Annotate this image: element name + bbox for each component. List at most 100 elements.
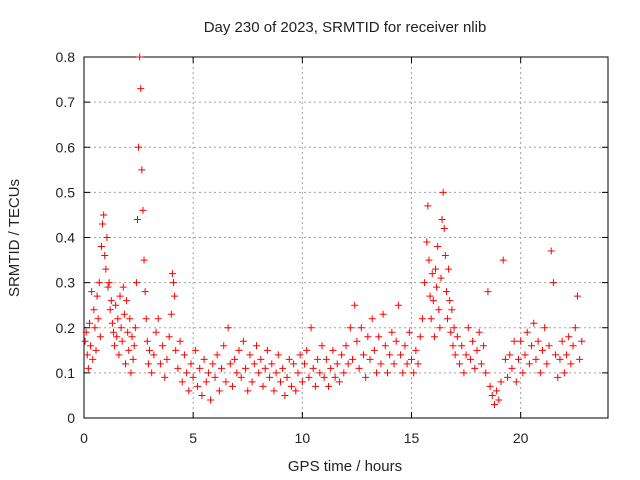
data-point-marker [263, 346, 271, 354]
data-point-marker [379, 310, 387, 318]
data-point-marker [105, 279, 113, 287]
data-point-marker [305, 373, 313, 381]
data-point-marker [466, 355, 474, 363]
data-point-marker [408, 355, 415, 363]
data-point-marker [281, 391, 289, 399]
data-point-marker [298, 378, 306, 386]
data-point-marker [202, 378, 210, 386]
data-point-marker [377, 360, 385, 368]
data-point-marker [469, 337, 477, 345]
data-point-marker [114, 315, 122, 323]
data-point-marker [434, 243, 442, 251]
data-point-marker [388, 328, 396, 336]
data-point-marker [414, 360, 422, 368]
data-point-marker [250, 360, 258, 368]
data-point-marker [113, 333, 121, 341]
data-point-marker [307, 324, 315, 332]
data-point-marker [405, 328, 413, 336]
y-axis-label: SRMTID / TECUs [6, 179, 23, 297]
data-point-marker [543, 360, 551, 368]
data-point-marker [504, 373, 512, 381]
data-point-marker [464, 324, 472, 332]
data-point-marker [207, 396, 215, 404]
data-point-marker [573, 292, 581, 300]
data-point-marker [115, 351, 123, 359]
data-point-marker [346, 324, 354, 332]
data-point-marker [416, 333, 424, 341]
x-tick-label: 10 [295, 430, 311, 446]
data-point-marker [578, 337, 586, 345]
data-point-marker [81, 337, 89, 345]
data-point-marker [545, 342, 553, 350]
data-point-marker [534, 337, 542, 345]
data-point-marker [530, 319, 538, 327]
data-point-marker [125, 346, 133, 354]
data-point-marker [174, 364, 182, 372]
data-point-marker [316, 369, 324, 377]
data-point-marker [220, 342, 228, 350]
data-point-marker [89, 355, 97, 363]
data-point-marker [488, 391, 496, 399]
data-point-marker [320, 373, 328, 381]
data-point-marker [139, 206, 147, 214]
data-point-marker [83, 351, 91, 359]
data-point-marker [107, 297, 115, 305]
data-point-marker [501, 355, 509, 363]
data-point-marker [541, 324, 549, 332]
data-point-marker [433, 283, 441, 291]
data-point-marker [277, 378, 284, 386]
data-point-marker [239, 337, 247, 345]
data-point-marker [82, 328, 90, 336]
data-point-marker [401, 342, 409, 350]
data-point-marker [355, 364, 363, 372]
data-point-marker [187, 360, 195, 368]
data-point-marker [338, 351, 346, 359]
data-point-marker [137, 85, 145, 93]
data-point-marker [418, 315, 426, 323]
data-point-marker [517, 337, 525, 345]
data-point-marker [462, 351, 470, 359]
data-point-marker [235, 346, 243, 354]
data-point-marker [329, 346, 337, 354]
data-point-marker [215, 387, 223, 395]
data-point-marker [495, 396, 503, 404]
data-point-marker [549, 279, 557, 287]
data-point-marker [91, 324, 99, 332]
data-point-marker [130, 342, 138, 350]
data-point-marker [424, 202, 432, 210]
data-point-marker [121, 360, 129, 368]
data-point-marker [437, 274, 445, 282]
data-point-marker [94, 315, 102, 323]
data-point-marker [477, 360, 485, 368]
data-point-marker [410, 369, 418, 377]
data-point-marker [133, 215, 141, 223]
data-point-marker [198, 391, 206, 399]
chart-title: Day 230 of 2023, SRMTID for receiver nli… [204, 19, 487, 36]
data-point-marker [257, 355, 265, 363]
data-point-marker [303, 346, 311, 354]
data-point-marker [246, 351, 254, 359]
data-point-marker [116, 292, 124, 300]
data-point-marker [191, 346, 199, 354]
data-point-marker [432, 265, 440, 273]
data-point-marker [425, 256, 433, 264]
data-point-marker [222, 378, 230, 386]
data-point-marker [92, 346, 100, 354]
data-point-marker [325, 382, 333, 390]
data-point-marker [131, 324, 139, 332]
data-point-marker [123, 297, 131, 305]
data-point-marker [142, 315, 150, 323]
data-point-marker [383, 369, 391, 377]
data-point-marker [386, 351, 394, 359]
data-point-marker [266, 373, 274, 381]
y-tick-label: 0.7 [56, 94, 76, 110]
data-point-marker [349, 355, 357, 363]
data-point-marker [274, 351, 282, 359]
data-point-marker [165, 333, 173, 341]
data-point-marker [510, 337, 518, 345]
data-point-marker [327, 364, 335, 372]
data-point-marker [429, 297, 437, 305]
data-point-marker [440, 224, 448, 232]
data-point-marker [129, 355, 137, 363]
data-point-marker [309, 364, 317, 372]
